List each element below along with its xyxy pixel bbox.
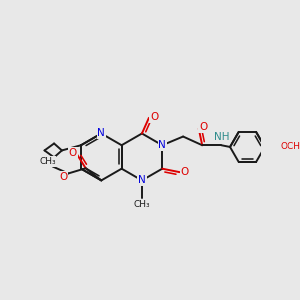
Text: N: N	[98, 128, 105, 139]
Text: OCH₃: OCH₃	[281, 142, 300, 152]
Text: NH: NH	[214, 131, 229, 142]
Text: N: N	[158, 140, 166, 150]
Text: O: O	[181, 167, 189, 177]
Text: O: O	[199, 122, 207, 132]
Text: O: O	[150, 112, 158, 122]
Text: CH₃: CH₃	[134, 200, 150, 209]
Text: CH₃: CH₃	[39, 157, 56, 166]
Text: O: O	[68, 148, 77, 158]
Text: N: N	[138, 176, 146, 185]
Text: O: O	[59, 172, 67, 182]
